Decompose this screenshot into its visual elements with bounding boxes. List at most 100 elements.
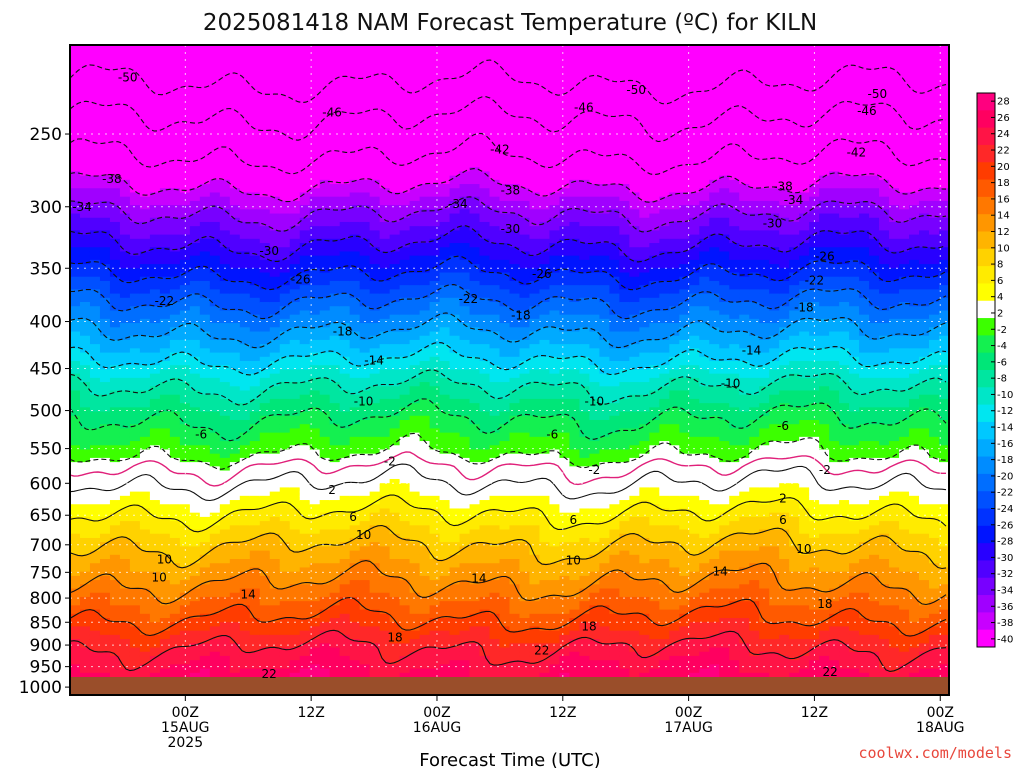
temperature-cell [249,453,261,459]
temperature-cell [239,108,251,114]
temperature-cell [279,45,291,50]
temperature-cell [259,200,271,206]
temperature-cell [379,255,391,261]
temperature-cell [169,141,181,147]
temperature-cell [229,394,241,400]
temperature-cell [139,474,151,480]
temperature-cell [339,302,351,307]
temperature-cell [129,466,141,472]
temperature-cell [89,91,101,97]
temperature-cell [129,449,141,455]
temperature-cell [269,158,281,164]
temperature-cell [359,66,371,71]
temperature-cell [159,554,171,560]
temperature-cell [359,504,371,510]
temperature-cell [79,112,91,118]
temperature-cell [369,276,381,282]
temperature-cell [279,622,291,628]
temperature-cell [229,445,241,451]
temperature-cell [139,78,151,84]
temperature-cell [269,268,281,274]
temperature-cell [369,171,381,177]
temperature-cell [99,57,111,63]
temperature-cell [209,655,221,661]
temperature-cell [149,500,161,505]
temperature-cell [239,470,251,476]
temperature-cell [139,167,151,173]
temperature-cell [249,584,261,590]
temperature-cell [209,609,221,615]
temperature-cell [149,457,161,463]
temperature-cell [249,213,261,219]
temperature-cell [279,529,291,535]
temperature-cell [189,559,201,564]
temperature-cell [309,651,321,657]
temperature-cell [89,613,101,619]
temperature-cell [279,672,291,678]
temperature-cell [359,154,371,160]
temperature-cell [209,542,221,548]
temperature-cell [199,49,211,55]
temperature-cell [369,495,381,501]
temperature-cell [319,365,331,371]
temperature-cell [179,243,191,248]
temperature-cell [169,618,181,623]
temperature-cell [70,436,81,442]
temperature-cell [249,154,261,160]
temperature-cell [229,74,241,80]
temperature-cell [189,192,201,198]
temperature-cell [279,272,291,278]
temperature-cell [309,398,321,404]
temperature-cell [269,521,281,527]
temperature-cell [219,112,231,118]
temperature-cell [369,314,381,320]
temperature-cell [109,537,121,543]
temperature-cell [199,466,211,472]
temperature-cell [359,120,371,126]
temperature-cell [239,432,251,438]
temperature-cell [249,314,261,320]
temperature-cell [169,352,181,358]
temperature-cell [199,344,211,350]
temperature-cell [289,74,301,80]
temperature-cell [70,487,81,493]
temperature-cell [329,613,341,619]
temperature-cell [70,466,81,472]
temperature-cell [99,445,111,451]
temperature-cell [229,234,241,240]
temperature-cell [149,243,161,248]
temperature-cell [269,478,281,484]
temperature-cell [259,563,271,569]
temperature-cell [209,424,221,430]
temperature-cell [139,238,151,244]
temperature-cell [259,373,271,379]
temperature-cell [119,668,131,674]
temperature-cell [169,70,181,76]
temperature-cell [229,310,241,316]
temperature-cell [289,344,301,350]
temperature-cell [189,74,201,80]
temperature-cell [349,639,361,644]
temperature-cell [239,411,251,417]
temperature-cell [279,150,291,156]
temperature-cell [389,643,401,649]
temperature-cell [119,234,131,240]
temperature-cell [79,428,91,434]
temperature-cell [199,453,211,459]
temperature-cell [239,504,251,510]
temperature-cell [399,57,411,63]
temperature-cell [119,259,131,265]
temperature-cell [379,120,391,126]
temperature-cell [89,525,101,531]
temperature-cell [109,318,121,324]
temperature-cell [89,622,101,628]
temperature-cell [249,457,261,463]
temperature-cell [309,188,321,194]
temperature-cell [349,516,361,522]
temperature-cell [159,651,171,657]
temperature-cell [169,162,181,168]
temperature-cell [389,596,401,602]
temperature-cell [129,217,141,223]
temperature-cell [189,234,201,240]
temperature-cell [169,424,181,430]
